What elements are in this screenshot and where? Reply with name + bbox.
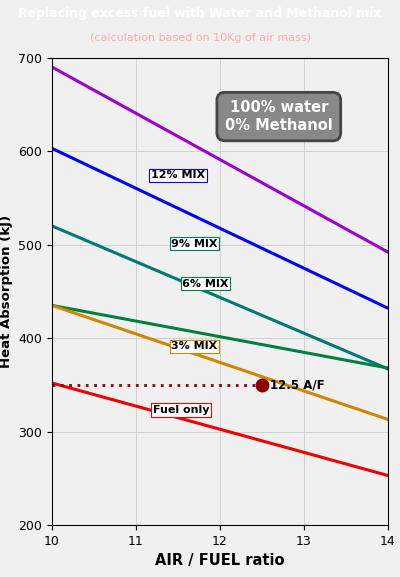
Text: 3% MIX: 3% MIX bbox=[171, 342, 218, 351]
Text: (calculation based on 10Kg of air mass): (calculation based on 10Kg of air mass) bbox=[90, 33, 310, 43]
Text: 12% MIX: 12% MIX bbox=[151, 170, 205, 180]
Text: Replacing excess fuel with Water and Methanol mix: Replacing excess fuel with Water and Met… bbox=[18, 8, 382, 20]
Y-axis label: Heat Absorption (kJ): Heat Absorption (kJ) bbox=[0, 215, 13, 368]
Text: 12.5 A/F: 12.5 A/F bbox=[270, 379, 325, 391]
X-axis label: AIR / FUEL ratio: AIR / FUEL ratio bbox=[155, 553, 285, 568]
Text: 6% MIX: 6% MIX bbox=[182, 279, 229, 288]
Text: Fuel only: Fuel only bbox=[153, 405, 209, 415]
Text: 9% MIX: 9% MIX bbox=[171, 238, 218, 249]
Text: 100% water
0% Methanol: 100% water 0% Methanol bbox=[225, 100, 333, 133]
